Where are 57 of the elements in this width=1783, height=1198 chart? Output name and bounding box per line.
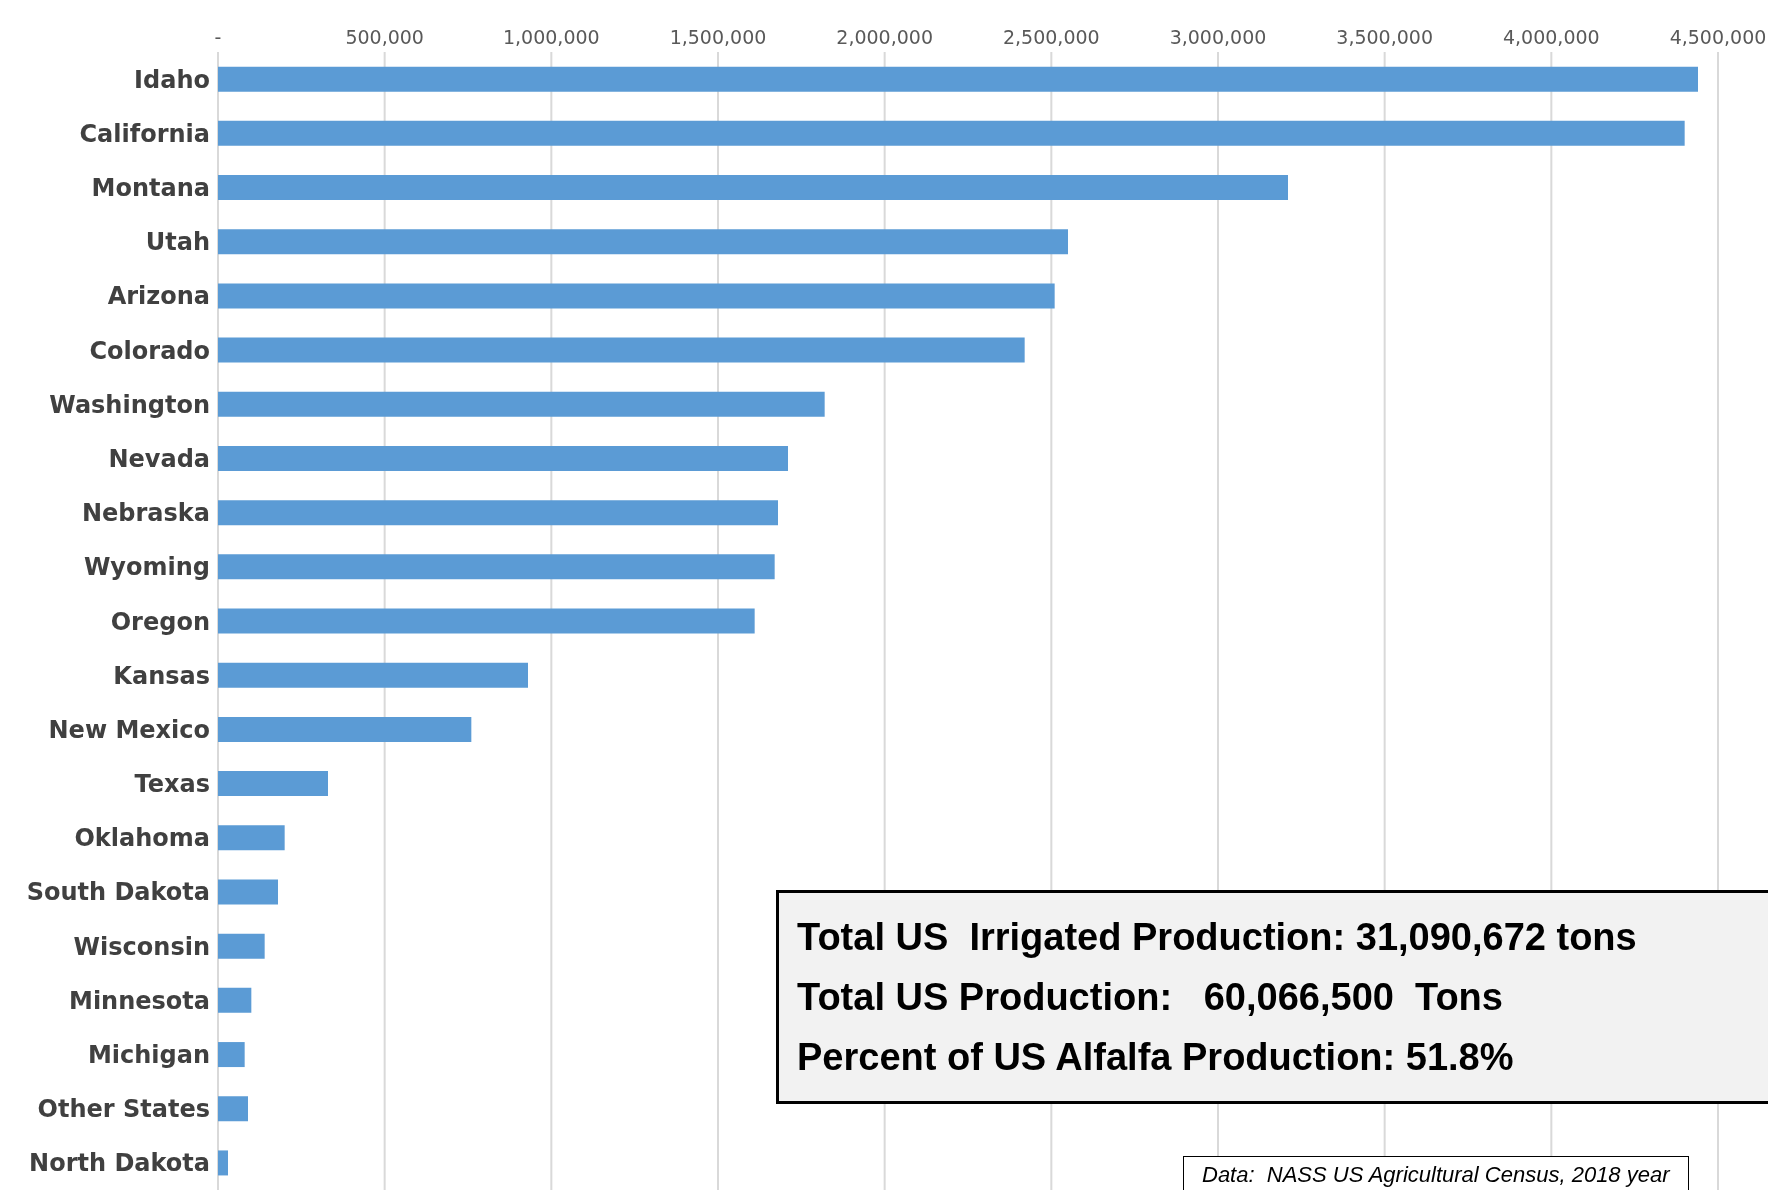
y-tick-label: Other States — [37, 1095, 210, 1124]
bar — [218, 391, 825, 417]
bar — [218, 662, 528, 688]
bar — [218, 229, 1068, 255]
bar — [218, 445, 788, 471]
y-tick-label: New Mexico — [48, 715, 210, 744]
y-tick-label: Texas — [134, 770, 210, 799]
bar — [218, 1150, 228, 1176]
x-tick-label: 2,500,000 — [1002, 26, 1100, 48]
y-tick-label: Colorado — [89, 336, 210, 365]
bar — [218, 337, 1025, 363]
y-tick-label: North Dakota — [29, 1149, 210, 1178]
annotation: Total US Irrigated Production: 31,090,672 tons — [797, 915, 1638, 960]
x-tick-label: 3,500,000 — [1336, 26, 1434, 48]
bar — [218, 608, 755, 634]
bar — [218, 554, 775, 580]
bar — [218, 716, 472, 742]
bar — [218, 879, 278, 905]
bar — [218, 1096, 248, 1122]
source-box: Data: NASS US Agricultural Census, 2018 year — [1183, 1156, 1689, 1190]
bar — [218, 1042, 245, 1068]
bar — [218, 825, 285, 851]
x-tick-label: - — [214, 26, 222, 48]
bar — [218, 500, 778, 526]
bar — [218, 771, 328, 797]
y-tick-label: Wyoming — [83, 553, 210, 582]
bar — [218, 66, 1698, 92]
x-tick-label: 500,000 — [345, 26, 424, 48]
x-tick-label: 4,500,000 — [1669, 26, 1767, 48]
y-tick-label: Utah — [145, 228, 210, 257]
bar — [218, 283, 1055, 309]
y-tick-label: Washington — [49, 390, 210, 419]
y-tick-label: Montana — [91, 174, 210, 202]
y-tick-label: Nebraska — [81, 499, 210, 528]
y-tick-label: California — [79, 119, 210, 148]
y-tick-label: Oklahoma — [74, 824, 210, 853]
x-tick-label: 1,500,000 — [669, 26, 767, 48]
y-tick-label: Minnesota — [69, 986, 210, 1015]
annotation: Total US Production: 60,066,500 Tons — [797, 975, 1504, 1020]
bar — [218, 120, 1685, 146]
x-tick-label: 4,000,000 — [1502, 26, 1600, 48]
y-tick-label: Wisconsin — [73, 932, 210, 961]
y-tick-label: Michigan — [87, 1041, 210, 1070]
y-tick-label: Oregon — [110, 607, 210, 636]
x-tick-label: 2,000,000 — [836, 26, 934, 48]
y-tick-label: South Dakota — [26, 878, 210, 907]
x-tick-label: 3,000,000 — [1169, 26, 1267, 48]
bar — [218, 933, 265, 959]
y-tick-label: Arizona — [107, 282, 210, 311]
y-tick-label: Nevada — [108, 444, 210, 473]
bar — [218, 987, 252, 1013]
annotation: Percent of US Alfalfa Production: 51.8% — [797, 1035, 1515, 1080]
text-box: Total US Irrigated Production: 31,090,672 tons Total US Production: 60,066,500 Tons Percent of US Alfalfa Production: 51.8% — [776, 890, 1768, 1104]
y-tick-label: Kansas — [113, 661, 210, 690]
y-tick-label: Idaho — [134, 65, 210, 94]
bar — [218, 175, 1288, 201]
x-tick-label: 1,000,000 — [502, 26, 600, 48]
